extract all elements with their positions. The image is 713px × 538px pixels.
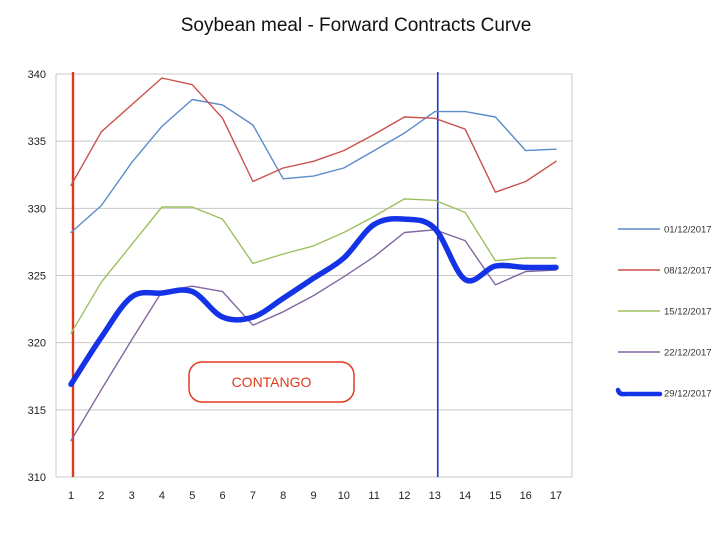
x-tick-label: 2	[98, 490, 104, 502]
series-line-08-12-2017	[70, 77, 557, 193]
legend-label: 15/12/2017	[664, 307, 712, 318]
gridlines	[55, 73, 573, 478]
contango-label: CONTANGO	[232, 374, 312, 390]
vertical-markers	[71, 72, 439, 477]
legend-label: 08/12/2017	[664, 266, 712, 277]
x-tick-label: 12	[398, 490, 410, 502]
x-tick-label: 14	[459, 490, 471, 502]
y-axis-ticks: 310 315 320 325 330 335 340	[28, 69, 46, 484]
contango-box	[188, 361, 355, 403]
x-tick-label: 1	[68, 490, 74, 502]
x-axis-ticks: 1 2 3 4 5 6 7 8 9 10 11 12 13 14 15 16 17	[68, 490, 562, 502]
x-tick-label: 15	[489, 490, 501, 502]
x-tick-label: 6	[220, 490, 226, 502]
legend-label: 29/12/2017	[664, 389, 712, 400]
y-tick-label: 325	[28, 271, 46, 283]
y-tick-label: 310	[28, 472, 46, 484]
x-tick-label: 17	[550, 490, 562, 502]
x-tick-label: 8	[280, 490, 286, 502]
x-tick-label: 5	[189, 490, 195, 502]
chart-title: Soybean meal - Forward Contracts Curve	[181, 15, 532, 36]
legend-label: 01/12/2017	[664, 225, 712, 236]
y-tick-label: 340	[28, 69, 46, 81]
contango-annotation: CONTANGO	[188, 361, 355, 403]
series-lines	[68, 77, 559, 442]
y-tick-label: 330	[28, 203, 46, 215]
x-tick-label: 3	[129, 490, 135, 502]
x-tick-label: 9	[310, 490, 316, 502]
series-line-15-12-2017	[70, 198, 557, 334]
series-line-01-12-2017	[70, 98, 557, 234]
x-tick-label: 13	[429, 490, 441, 502]
y-tick-label: 320	[28, 338, 46, 350]
x-tick-label: 10	[338, 490, 350, 502]
y-tick-label: 335	[28, 136, 46, 148]
legend: 01/12/2017 08/12/2017 15/12/2017 22/12/2017…	[615, 225, 712, 400]
x-tick-label: 4	[159, 490, 165, 502]
x-tick-label: 11	[368, 490, 379, 502]
legend-label: 22/12/2017	[664, 348, 712, 359]
y-tick-label: 315	[28, 405, 46, 417]
x-tick-label: 7	[250, 490, 256, 502]
legend-swatch	[615, 387, 663, 397]
x-tick-label: 16	[520, 490, 532, 502]
series-line-29-12-2017	[68, 215, 559, 388]
series-line-22-12-2017	[70, 229, 557, 442]
